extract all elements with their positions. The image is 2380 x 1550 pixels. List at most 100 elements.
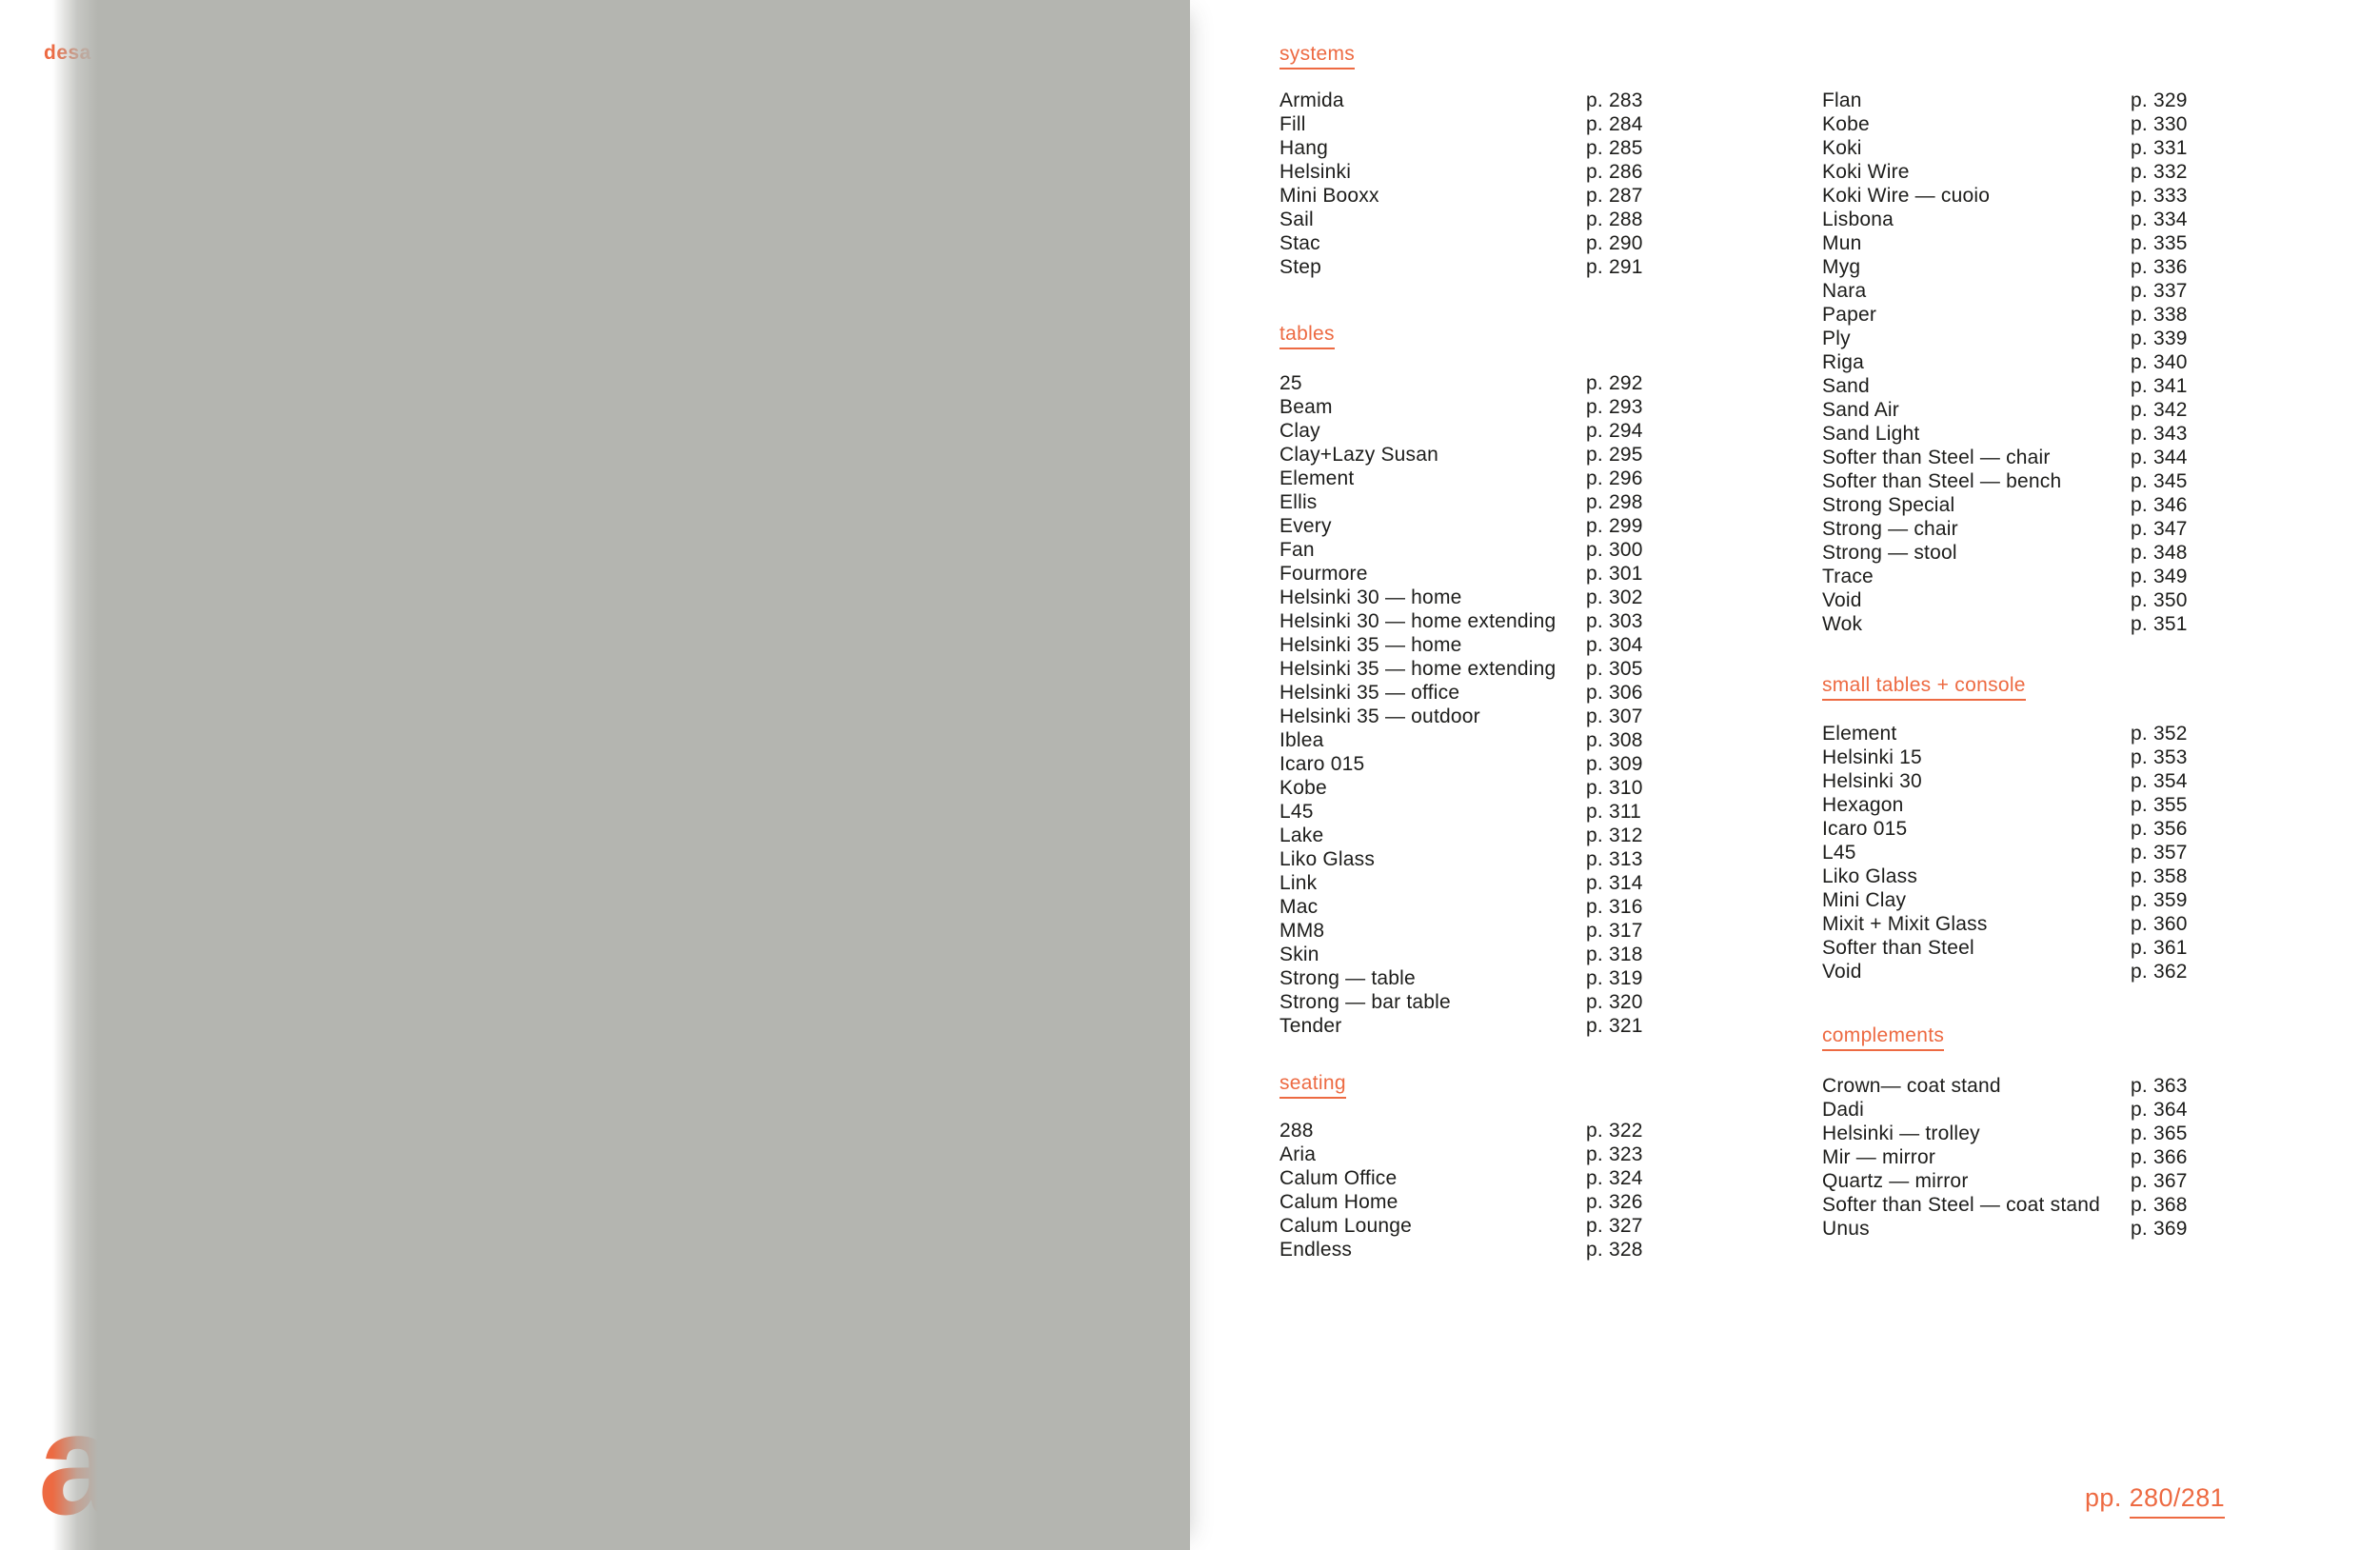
index-row: Mini Clay p. 359	[1822, 888, 2317, 912]
page-ref-prefix: pp.	[2085, 1483, 2122, 1512]
page-ref: p. 332	[2131, 161, 2188, 183]
index-row: Helsinki 30 p. 354	[1822, 769, 2317, 793]
product-name: Sail	[1279, 209, 1314, 230]
page-ref: p. 319	[1586, 967, 1643, 989]
page-ref: p. 369	[2131, 1218, 2188, 1240]
index-row: Mir — mirror p. 366	[1822, 1145, 2317, 1169]
index-row: Kobe p. 330	[1822, 112, 2317, 136]
product-name: Kobe	[1822, 113, 1870, 135]
product-name: Flan	[1822, 89, 1862, 111]
page-number-reference: pp. 280/281	[2085, 1483, 2226, 1519]
section-heading-complements: complements	[1822, 1025, 1945, 1051]
product-name: Mini Clay	[1822, 889, 1907, 911]
product-name: Void	[1822, 589, 1862, 611]
page-ref: p. 307	[1586, 705, 1643, 727]
product-name: Liko Glass	[1279, 848, 1376, 870]
index-row: Endless p. 328	[1279, 1238, 1775, 1262]
index-row: Koki Wire p. 332	[1822, 160, 2317, 184]
product-name: Link	[1279, 872, 1318, 894]
page-ref: p. 346	[2131, 494, 2188, 516]
product-name: Endless	[1279, 1239, 1353, 1261]
product-name: Koki Wire	[1822, 161, 1910, 183]
page-ref: p. 326	[1586, 1191, 1643, 1213]
index-row: Strong — bar table p. 320	[1279, 990, 1775, 1014]
index-row: Wok p. 351	[1822, 612, 2317, 636]
left-page-image	[52, 0, 1190, 1550]
product-name: Strong — table	[1279, 967, 1416, 989]
page-ref: p. 284	[1586, 113, 1643, 135]
page-ref: p. 301	[1586, 563, 1643, 585]
product-name: Skin	[1279, 944, 1319, 965]
page-ref: p. 363	[2131, 1075, 2188, 1097]
index-row: Helsinki — trolley p. 365	[1822, 1122, 2317, 1145]
page-ref: p. 292	[1586, 372, 1643, 394]
product-name: Iblea	[1279, 729, 1324, 751]
page-ref: p. 350	[2131, 589, 2188, 611]
page-ref: p. 314	[1586, 872, 1643, 894]
product-name: Sand	[1822, 375, 1870, 397]
page-ref: p. 328	[1586, 1239, 1643, 1261]
index-row: Calum Lounge p. 327	[1279, 1214, 1775, 1238]
product-name: Calum Home	[1279, 1191, 1398, 1213]
index-row: Fan p. 300	[1279, 538, 1775, 562]
index-row: L45 p. 311	[1279, 800, 1775, 824]
product-name: Nara	[1822, 280, 1867, 302]
index-row: Mixit + Mixit Glass p. 360	[1822, 912, 2317, 936]
index-row: Armida p. 283	[1279, 89, 1775, 112]
page-ref: p. 360	[2131, 913, 2188, 935]
page-ref: p. 295	[1586, 444, 1643, 466]
product-name: Strong — chair	[1822, 518, 1958, 540]
section-heading-small-tables-console: small tables + console	[1822, 675, 2026, 701]
product-name: Tender	[1279, 1015, 1342, 1037]
index-row: Fill p. 284	[1279, 112, 1775, 136]
page-ref: p. 290	[1586, 232, 1643, 254]
index-row: Void p. 362	[1822, 960, 2317, 984]
page-ref: p. 298	[1586, 491, 1643, 513]
index-row: Softer than Steel — bench p. 345	[1822, 469, 2317, 493]
product-name: Icaro 015	[1279, 753, 1365, 775]
index-row: Crown— coat stand p. 363	[1822, 1074, 2317, 1098]
index-row: 25 p. 292	[1279, 371, 1775, 395]
product-name: Sand Light	[1822, 423, 1920, 445]
product-name: Helsinki — trolley	[1822, 1123, 1980, 1144]
page-ref: p. 312	[1586, 825, 1643, 846]
index-row: Liko Glass p. 313	[1279, 847, 1775, 871]
index-row: Strong Special p. 346	[1822, 493, 2317, 517]
page-ref: p. 357	[2131, 842, 2188, 864]
page-ref: p. 367	[2131, 1170, 2188, 1192]
section-list-systems: Armida p. 283 Fill p. 284 Hang p. 285 Helsinki…	[1279, 89, 1775, 279]
section-heading-tables: tables	[1279, 324, 1335, 349]
product-name: Calum Lounge	[1279, 1215, 1412, 1237]
page-ref: p. 353	[2131, 746, 2188, 768]
page-ref: p. 331	[2131, 137, 2188, 159]
index-row: Calum Home p. 326	[1279, 1190, 1775, 1214]
page-ref: p. 302	[1586, 586, 1643, 608]
page-ref: p. 338	[2131, 304, 2188, 326]
product-name: Mac	[1279, 896, 1319, 918]
index-row: Helsinki 30 — home p. 302	[1279, 586, 1775, 609]
page-ref: p. 293	[1586, 396, 1643, 418]
product-name: L45	[1279, 801, 1314, 823]
product-name: Ply	[1822, 328, 1851, 349]
product-name: Kobe	[1279, 777, 1327, 799]
page-ref: p. 318	[1586, 944, 1643, 965]
page-ref: p. 354	[2131, 770, 2188, 792]
page-ref: p. 347	[2131, 518, 2188, 540]
page-ref: p. 344	[2131, 447, 2188, 468]
index-row: Helsinki 35 — home extending p. 305	[1279, 657, 1775, 681]
page-ref: p. 352	[2131, 723, 2188, 745]
index-row: Unus p. 369	[1822, 1217, 2317, 1241]
product-name: Crown— coat stand	[1822, 1075, 2001, 1097]
index-row: Softer than Steel — chair p. 344	[1822, 446, 2317, 469]
page-ref: p. 333	[2131, 185, 2188, 207]
page-ref: p. 342	[2131, 399, 2188, 421]
page-ref: p. 349	[2131, 566, 2188, 587]
index-row: Myg p. 336	[1822, 255, 2317, 279]
index-row: Helsinki 35 — outdoor p. 307	[1279, 705, 1775, 728]
index-row: Lisbona p. 334	[1822, 208, 2317, 231]
product-name: Strong — stool	[1822, 542, 1957, 564]
product-name: Lake	[1279, 825, 1324, 846]
page-ref: p. 291	[1586, 256, 1643, 278]
page-ref: p. 310	[1586, 777, 1643, 799]
page-ref: p. 345	[2131, 470, 2188, 492]
